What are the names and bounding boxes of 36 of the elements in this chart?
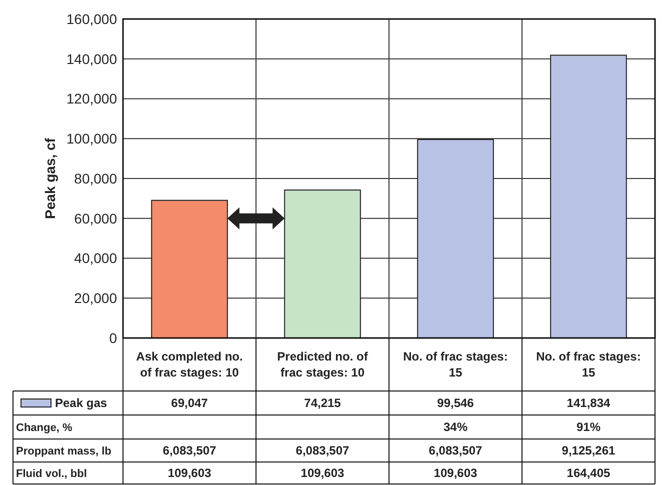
y-tick-label: 120,000: [66, 90, 118, 107]
y-tick-label: 40,000: [74, 250, 118, 266]
y-tick-label: 160,000: [66, 10, 118, 27]
y-tick-label: 60,000: [74, 210, 118, 226]
text: Proppant mass, lb: [16, 445, 112, 458]
y-tick-label: 140,000: [66, 50, 118, 67]
text: 6,083,507: [428, 444, 483, 458]
text: 6,083,507: [296, 444, 350, 458]
x-tick-label: No. of frac stages: 15: [403, 350, 508, 380]
text: 91%: [576, 420, 601, 434]
x-tick-label: Predicted no. of frac stages: 10: [277, 350, 369, 380]
y-axis-title: Peak gas, cf: [42, 138, 58, 219]
text: 9,125,261: [562, 444, 616, 458]
bar: [550, 54, 627, 338]
text: 164,405: [566, 466, 611, 480]
data-label: 99,546: [437, 396, 474, 410]
y-tick-label: 20,000: [74, 290, 118, 306]
bar: [417, 139, 494, 338]
text: Fluid vol., bbl: [16, 468, 87, 480]
text: Change, %: [16, 422, 72, 434]
bar: [151, 200, 228, 338]
text: 34%: [443, 420, 468, 434]
data-label: 69,047: [171, 396, 208, 410]
y-tick-label: 0: [109, 330, 118, 346]
y-tick-label: 100,000: [66, 130, 118, 147]
x-tick-label: No. of frac stages: 15: [536, 350, 641, 380]
x-tick-label: Ask completed no. of frac stages: 10: [136, 350, 243, 380]
data-label: 74,215: [304, 396, 342, 410]
legend-label: Peak gas: [55, 396, 108, 410]
text: 109,603: [168, 466, 212, 480]
text: 6,083,507: [162, 444, 217, 458]
bar: [284, 190, 361, 338]
text: 109,603: [434, 466, 478, 480]
data-label: 141,834: [566, 396, 611, 410]
y-tick-label: 80,000: [74, 170, 118, 186]
text: 109,603: [300, 466, 345, 480]
